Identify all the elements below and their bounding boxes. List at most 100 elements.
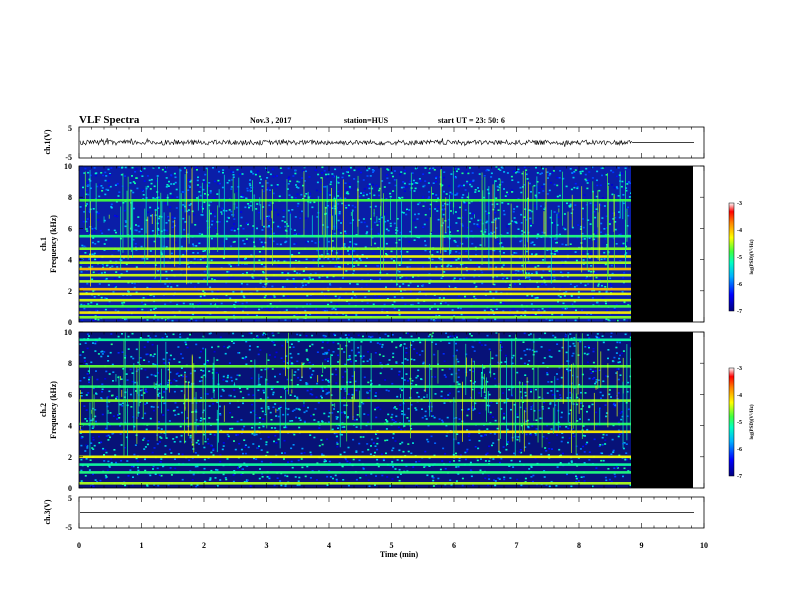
spectrogram-noise-cell [398,309,401,311]
spectrogram-noise-cell [298,408,301,411]
spectrogram-noise-cell [144,412,147,415]
spectrogram-noise-cell [361,254,364,256]
spectrogram-streak [384,215,385,250]
ch2-spectrogram-marks [79,332,633,488]
spectrogram-noise-cell [596,170,599,173]
spectrogram-noise-cell [257,384,260,386]
frequency-tick-label: 4 [68,256,72,265]
spectrogram-noise-cell [312,278,314,281]
spectrogram-noise-cell [550,381,553,383]
spectrogram-noise-cell [515,221,518,223]
spectrogram-noise-cell [508,287,511,289]
spectrogram-noise-cell [407,284,410,287]
frequency-tick-label: 6 [68,224,72,233]
spectrogram-noise-cell [295,313,298,315]
spectrogram-noise-cell [337,190,340,193]
spectrogram-noise-cell [189,372,192,375]
spectrogram-noise-cell [92,473,94,476]
spectrogram-noise-cell [343,451,346,454]
spectrogram-noise-cell [189,303,192,305]
spectrogram-noise-cell [386,315,389,317]
spectrogram-noise-cell [347,334,350,336]
spectrogram-noise-cell [543,476,546,478]
spectrogram-streak [527,198,529,243]
spectrogram-noise-cell [186,417,189,419]
spectrogram-noise-cell [300,286,303,289]
spectrogram-noise-cell [366,443,369,445]
spectrogram-noise-cell [392,447,395,449]
spectrogram-noise-cell [184,381,187,383]
spectrogram-noise-cell [398,264,401,266]
spectrogram-streak [326,185,328,253]
spectrogram-noise-cell [438,257,441,259]
spectrogram-noise-cell [176,284,179,287]
spectrogram-noise-cell [295,407,298,410]
spectrogram-noise-cell [305,383,308,386]
spectrogram-noise-cell [586,353,589,356]
spectrogram-noise-cell [88,469,91,471]
spectrogram-noise-cell [427,198,430,200]
spectrogram-streak [120,206,122,270]
spectrogram-noise-cell [330,354,333,356]
spectrogram-noise-cell [520,213,523,216]
spectrogram-noise-cell [403,429,406,432]
spectrogram-noise-cell [123,446,126,449]
spectrogram-noise-cell [268,209,271,211]
spectrogram-noise-cell [144,458,146,461]
spectrogram-noise-cell [286,389,289,392]
spectrogram-streak [157,177,158,238]
spectrogram-noise-cell [240,216,243,219]
spectrogram-noise-cell [179,302,182,304]
spectrogram-noise-cell [142,194,145,196]
spectrogram-noise-cell [85,363,88,365]
spectrogram-noise-cell [417,213,420,215]
spectrogram-noise-cell [484,228,487,231]
spectrogram-noise-cell [627,181,630,183]
spectrogram-noise-cell [219,460,222,463]
spectrogram-noise-cell [349,296,352,298]
spectrogram-noise-cell [511,191,513,193]
spectrogram-noise-cell [528,468,531,470]
spectrogram-noise-cell [164,453,167,455]
spectrogram-noise-cell [545,318,548,320]
spectrogram-noise-cell [269,202,272,204]
spectrogram-noise-cell [449,335,452,338]
spectrogram-noise-cell [327,240,330,243]
spectrogram-noise-cell [284,319,287,321]
spectrogram-noise-cell [457,360,460,363]
spectrogram-noise-cell [410,335,413,338]
spectrogram-noise-cell [499,169,502,171]
spectrogram-noise-cell [401,377,404,380]
spectrogram-noise-cell [588,451,591,453]
spectrogram-noise-cell [292,278,295,280]
spectrogram-noise-cell [135,266,138,268]
spectrogram-noise-cell [117,318,120,321]
spectrogram-noise-cell [408,241,411,243]
spectrogram-noise-cell [473,295,476,298]
spectrogram-noise-cell [597,283,600,285]
spectrogram-noise-cell [523,350,526,352]
spectrogram-noise-cell [394,406,397,408]
spectrogram-noise-cell [586,187,589,190]
spectrogram-noise-cell [149,206,152,209]
spectrogram-noise-cell [573,286,576,288]
spectrogram-noise-cell [144,390,147,392]
spectrogram-noise-cell [613,309,616,311]
spectrogram-noise-cell [336,443,339,445]
spectrogram-noise-cell [355,478,358,481]
spectrogram-noise-cell [617,195,620,197]
spectrogram-noise-cell [101,190,104,192]
spectrogram-noise-cell [317,421,320,423]
spectrogram-noise-cell [322,309,325,312]
frequency-tick-label: 0 [68,318,72,327]
spectrogram-noise-cell [497,168,500,170]
spectrogram-noise-cell [118,272,121,275]
spectrogram-noise-cell [545,450,548,452]
spectrogram-noise-cell [615,175,618,178]
spectrogram-noise-cell [581,170,584,173]
spectrogram-noise-cell [203,446,206,449]
spectrogram-noise-cell [256,447,259,449]
spectrogram-streak [567,211,569,246]
spectrogram-noise-cell [229,427,232,430]
spectrogram-noise-cell [582,226,585,229]
